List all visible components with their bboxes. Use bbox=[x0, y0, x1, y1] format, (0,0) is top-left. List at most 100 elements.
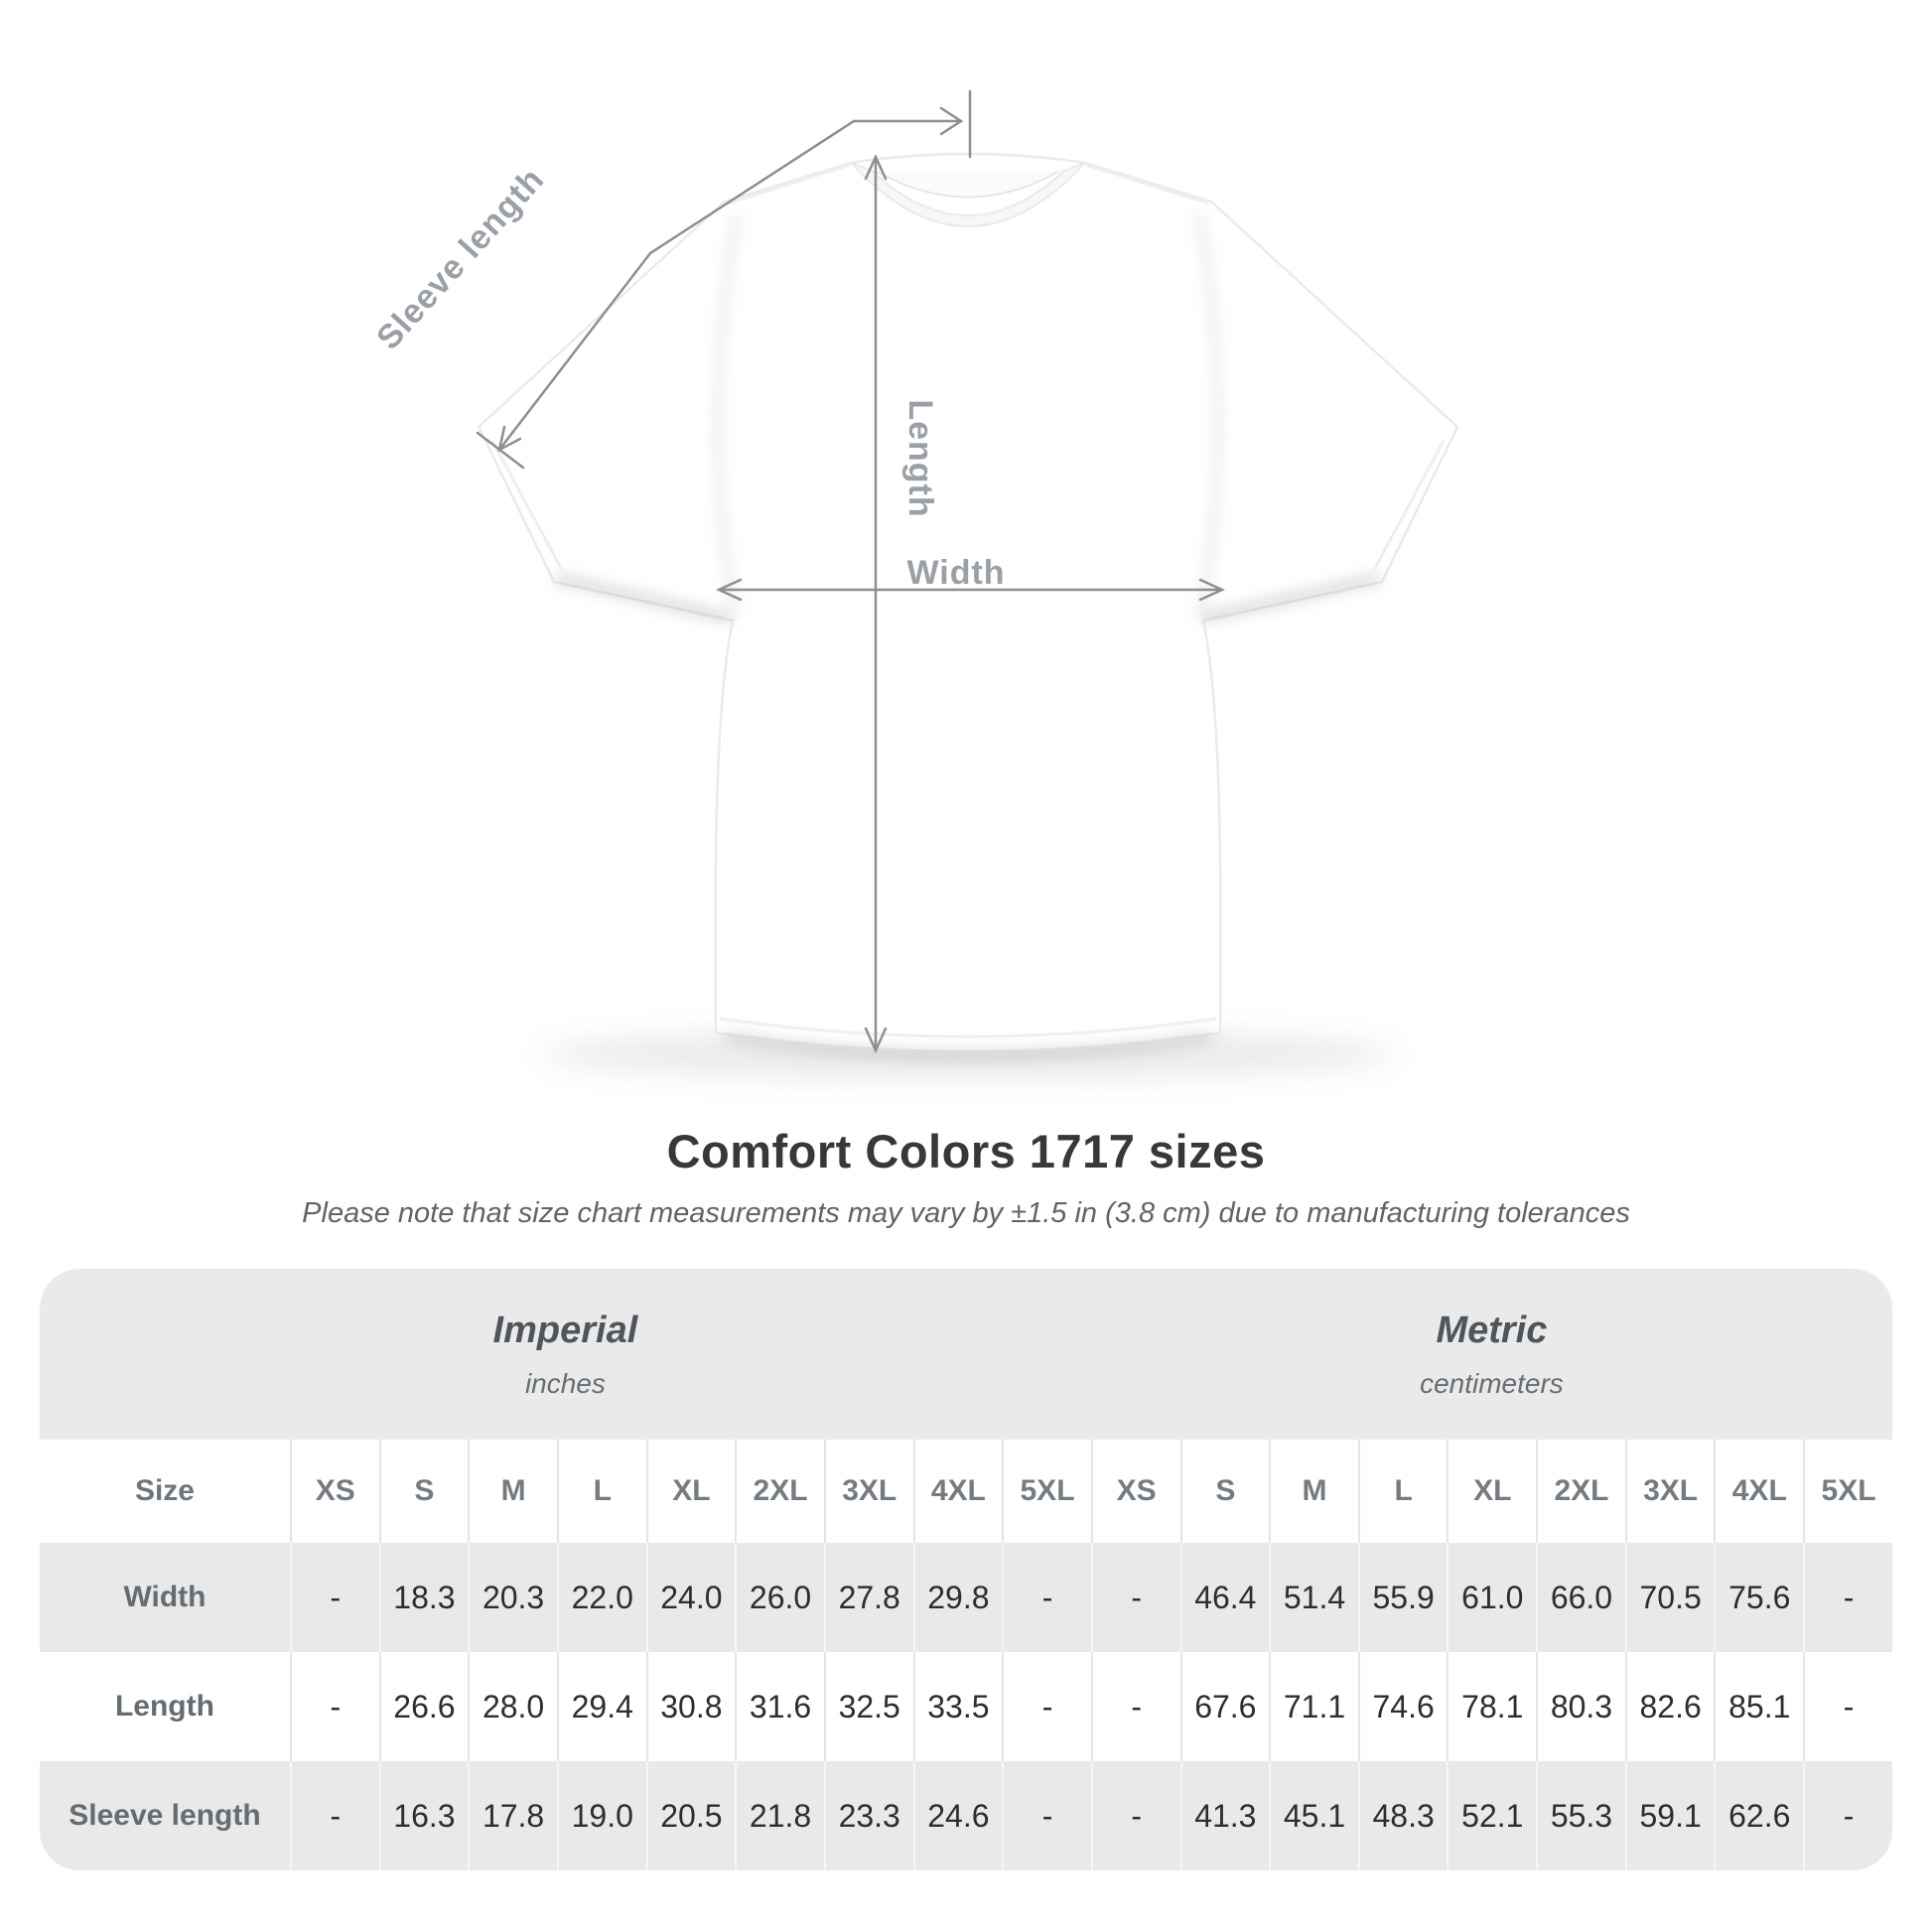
col-header-metric-5xl: 5XL bbox=[1803, 1440, 1892, 1543]
cell-length-imperial-2xl: 31.6 bbox=[735, 1652, 824, 1761]
table-row: Width -18.3 20.3 22.0 24.0 26.0 27.8 29.8- -46.4… bbox=[40, 1543, 1892, 1652]
col-header-metric-m: M bbox=[1269, 1440, 1358, 1543]
cell-length-metric-m: 71.1 bbox=[1269, 1652, 1358, 1761]
cell-length-metric-s: 67.6 bbox=[1179, 1652, 1270, 1761]
imperial-group-header: Imperial inches bbox=[40, 1269, 1091, 1440]
cell-width-metric-xl: 61.0 bbox=[1447, 1543, 1537, 1652]
cell-width-imperial-xs: - bbox=[289, 1543, 379, 1652]
sleeve-tick-line bbox=[476, 431, 525, 470]
width-arrowhead-right bbox=[1198, 578, 1226, 602]
col-header-imperial-3xl: 3XL bbox=[823, 1440, 913, 1543]
col-header-metric-xs: XS bbox=[1090, 1440, 1180, 1543]
cell-sleeve-length-imperial-2xl: 21.8 bbox=[735, 1761, 824, 1870]
cell-length-imperial-xl: 30.8 bbox=[645, 1652, 736, 1761]
cell-width-imperial-2xl: 26.0 bbox=[735, 1543, 824, 1652]
imperial-unit-label: inches bbox=[524, 1367, 606, 1399]
cell-sleeve-length-metric-l: 48.3 bbox=[1357, 1761, 1448, 1870]
cell-length-imperial-s: 26.6 bbox=[378, 1652, 469, 1761]
shirt-shading bbox=[555, 212, 1381, 1059]
metric-unit-label: centimeters bbox=[1420, 1367, 1564, 1399]
tshirt-collar-band bbox=[850, 162, 1086, 227]
cell-length-imperial-m: 28.0 bbox=[468, 1652, 557, 1761]
cell-sleeve-length-imperial-m: 17.8 bbox=[468, 1761, 557, 1870]
imperial-label: Imperial bbox=[492, 1309, 638, 1351]
row-label-sleeve-length: Sleeve length bbox=[40, 1761, 290, 1870]
cell-sleeve-length-metric-m: 45.1 bbox=[1269, 1761, 1358, 1870]
measurement-arrows bbox=[476, 89, 1226, 1054]
cell-width-imperial-5xl: - bbox=[1002, 1543, 1091, 1652]
cell-length-imperial-l: 29.4 bbox=[556, 1652, 646, 1761]
page-title: Comfort Colors 1717 sizes bbox=[666, 1125, 1266, 1177]
cell-length-metric-5xl: - bbox=[1803, 1652, 1892, 1761]
col-header-imperial-2xl: 2XL bbox=[735, 1440, 824, 1543]
cell-sleeve-length-imperial-4xl: 24.6 bbox=[912, 1761, 1003, 1870]
cell-length-imperial-xs: - bbox=[289, 1652, 379, 1761]
unit-group-row: Imperial inches Metric centimeters bbox=[40, 1269, 1892, 1440]
metric-label: Metric bbox=[1436, 1309, 1548, 1351]
table-row: Length -26.6 28.0 29.4 30.8 31.6 32.5 33.5- -67.… bbox=[40, 1652, 1892, 1761]
cell-width-metric-3xl: 70.5 bbox=[1624, 1543, 1715, 1652]
cell-width-imperial-s: 18.3 bbox=[378, 1543, 469, 1652]
cell-width-metric-4xl: 75.6 bbox=[1714, 1543, 1804, 1652]
col-header-imperial-l: L bbox=[556, 1440, 646, 1543]
col-header-metric-2xl: 2XL bbox=[1536, 1440, 1625, 1543]
cell-sleeve-length-metric-4xl: 62.6 bbox=[1714, 1761, 1804, 1870]
cell-length-imperial-3xl: 32.5 bbox=[823, 1652, 913, 1761]
length-arrowhead-top bbox=[864, 153, 888, 181]
cell-sleeve-length-imperial-l: 19.0 bbox=[556, 1761, 646, 1870]
cell-length-imperial-4xl: 33.5 bbox=[912, 1652, 1003, 1761]
cell-width-metric-s: 46.4 bbox=[1179, 1543, 1270, 1652]
page-subtitle: Please note that size chart measurements… bbox=[302, 1197, 1630, 1229]
sleeve-length-arrowhead-right bbox=[939, 106, 964, 136]
cell-width-imperial-l: 22.0 bbox=[556, 1543, 646, 1652]
cell-length-metric-xl: 78.1 bbox=[1447, 1652, 1537, 1761]
cell-width-imperial-m: 20.3 bbox=[468, 1543, 557, 1652]
col-header-metric-4xl: 4XL bbox=[1714, 1440, 1804, 1543]
cell-sleeve-length-imperial-s: 16.3 bbox=[378, 1761, 469, 1870]
cell-width-metric-l: 55.9 bbox=[1357, 1543, 1448, 1652]
width-label: Width bbox=[906, 554, 1005, 592]
shirt-seams bbox=[490, 163, 1446, 1038]
sleeve-length-arrow-line bbox=[497, 119, 963, 452]
col-header-metric-s: S bbox=[1179, 1440, 1270, 1543]
cell-sleeve-length-metric-3xl: 59.1 bbox=[1624, 1761, 1715, 1870]
row-label-length: Length bbox=[40, 1652, 290, 1761]
col-header-metric-l: L bbox=[1357, 1440, 1448, 1543]
cell-width-imperial-xl: 24.0 bbox=[645, 1543, 736, 1652]
cell-length-metric-2xl: 80.3 bbox=[1536, 1652, 1625, 1761]
col-header-imperial-s: S bbox=[378, 1440, 469, 1543]
col-header-metric-3xl: 3XL bbox=[1624, 1440, 1715, 1543]
cell-length-metric-4xl: 85.1 bbox=[1714, 1652, 1804, 1761]
sleeve-length-label: Sleeve length bbox=[369, 161, 552, 357]
cell-sleeve-length-imperial-xs: - bbox=[289, 1761, 379, 1870]
cell-sleeve-length-imperial-5xl: - bbox=[1002, 1761, 1091, 1870]
cell-sleeve-length-metric-s: 41.3 bbox=[1179, 1761, 1270, 1870]
cell-sleeve-length-metric-xl: 52.1 bbox=[1447, 1761, 1537, 1870]
table-row: Sleeve length -16.3 17.8 19.0 20.5 21.8 23.3 24… bbox=[40, 1761, 1892, 1870]
cell-length-imperial-5xl: - bbox=[1002, 1652, 1091, 1761]
length-arrowhead-bottom bbox=[864, 1027, 888, 1054]
tshirt-body bbox=[477, 152, 1459, 1053]
cell-width-imperial-4xl: 29.8 bbox=[912, 1543, 1003, 1652]
size-columns-row: Size XS S M L XL 2XL 3XL 4XL 5XL XS S M L XL 2XL 3XL 4XL… bbox=[40, 1440, 1892, 1543]
cell-length-metric-xs: - bbox=[1090, 1652, 1180, 1761]
col-header-imperial-4xl: 4XL bbox=[912, 1440, 1003, 1543]
cell-length-metric-l: 74.6 bbox=[1357, 1652, 1448, 1761]
length-label: Length bbox=[901, 399, 939, 517]
cell-sleeve-length-metric-5xl: - bbox=[1803, 1761, 1892, 1870]
row-label-width: Width bbox=[40, 1543, 290, 1652]
cell-width-metric-m: 51.4 bbox=[1269, 1543, 1358, 1652]
cell-sleeve-length-metric-xs: - bbox=[1090, 1761, 1180, 1870]
cell-width-metric-xs: - bbox=[1090, 1543, 1180, 1652]
col-header-imperial-m: M bbox=[468, 1440, 557, 1543]
size-chart-table: Imperial inches Metric centimeters Size … bbox=[40, 1269, 1892, 1870]
col-header-imperial-xl: XL bbox=[645, 1440, 736, 1543]
cell-sleeve-length-metric-2xl: 55.3 bbox=[1536, 1761, 1625, 1870]
size-column-header: Size bbox=[40, 1440, 290, 1543]
width-arrowhead-left bbox=[715, 578, 743, 602]
cell-sleeve-length-imperial-xl: 20.5 bbox=[645, 1761, 736, 1870]
cell-width-imperial-3xl: 27.8 bbox=[823, 1543, 913, 1652]
cell-length-metric-3xl: 82.6 bbox=[1624, 1652, 1715, 1761]
